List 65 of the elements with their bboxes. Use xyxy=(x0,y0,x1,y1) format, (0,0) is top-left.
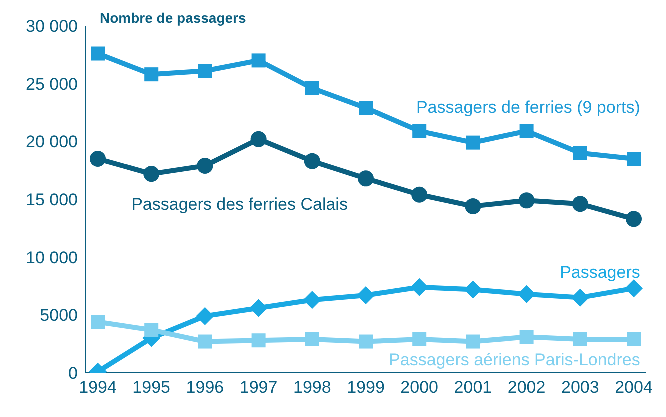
point xyxy=(357,286,375,305)
y-tick-label: 15 000 xyxy=(26,190,78,210)
x-tick-label: 2001 xyxy=(454,378,492,398)
y-tick-label: 20 000 xyxy=(26,132,78,152)
point xyxy=(91,315,105,330)
x-tick-label: 2003 xyxy=(561,378,600,398)
x-tick-label: 1997 xyxy=(240,378,278,398)
series-label: Passagers de ferries (9 ports) xyxy=(416,98,640,118)
point xyxy=(520,330,534,344)
point xyxy=(359,101,373,116)
point xyxy=(464,280,482,299)
x-tick-label: 1996 xyxy=(186,378,224,398)
point xyxy=(518,285,536,304)
y-tick-label: 5000 xyxy=(40,306,78,326)
point xyxy=(412,186,428,203)
point xyxy=(572,196,588,212)
point xyxy=(196,307,214,326)
point xyxy=(144,323,159,338)
point xyxy=(305,332,320,346)
y-tick-label: 0 xyxy=(68,364,78,384)
point xyxy=(358,170,374,187)
point xyxy=(626,211,642,228)
x-tick-label: 2000 xyxy=(400,378,439,398)
point xyxy=(252,334,266,348)
point xyxy=(144,166,160,182)
y-axis-title: Nombre de passagers xyxy=(100,10,246,26)
point xyxy=(571,288,590,307)
point xyxy=(466,136,480,150)
point xyxy=(465,198,482,214)
point xyxy=(520,124,534,138)
x-tick-label: 1998 xyxy=(293,378,332,398)
y-tick-label: 25 000 xyxy=(26,74,78,94)
point xyxy=(197,158,214,174)
point xyxy=(412,124,427,138)
series-label: Passagers des ferries Calais xyxy=(132,195,348,214)
point xyxy=(573,332,588,346)
point xyxy=(250,299,268,318)
x-tick-label: 1995 xyxy=(132,378,171,398)
point xyxy=(90,151,106,168)
y-tick-label: 10 000 xyxy=(26,248,78,268)
point xyxy=(625,280,643,298)
x-tick-label: 2002 xyxy=(508,378,546,398)
point xyxy=(305,81,320,96)
y-tick-label: 30 000 xyxy=(26,17,78,36)
point xyxy=(91,46,105,61)
series-label: Passagers aériens Paris-Londres xyxy=(389,350,640,370)
point xyxy=(252,54,266,68)
point xyxy=(303,291,322,310)
point xyxy=(359,334,373,349)
x-tick-label: 1999 xyxy=(347,378,385,398)
point xyxy=(518,192,535,209)
point xyxy=(250,131,267,148)
point xyxy=(573,146,588,160)
x-tick-label: 2004 xyxy=(615,378,653,398)
point xyxy=(144,68,159,82)
point xyxy=(627,332,641,346)
point xyxy=(627,152,641,166)
point xyxy=(412,332,427,346)
point xyxy=(198,64,212,78)
point xyxy=(466,334,480,349)
series-label: Passagers xyxy=(560,262,640,282)
point xyxy=(410,278,429,296)
x-tick-label: 1994 xyxy=(79,378,117,398)
point xyxy=(198,334,212,349)
point xyxy=(304,153,320,170)
